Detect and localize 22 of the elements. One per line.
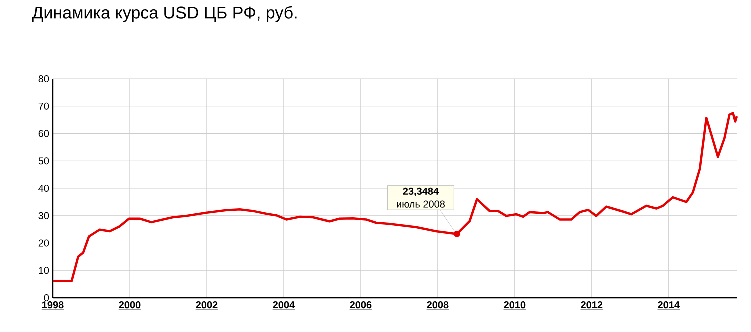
annotation: 23,3484 xyxy=(403,188,439,196)
y-tick-label: 50 xyxy=(38,158,50,165)
x-tick-label: 2006 xyxy=(350,302,372,309)
y-tick-label: 80 xyxy=(38,75,50,83)
x-tick-label: 2004 xyxy=(273,302,296,309)
y-tick-label: 30 xyxy=(38,212,50,220)
y-tick-label: 40 xyxy=(38,184,50,192)
y-tick-label: 70 xyxy=(38,102,50,110)
x-tick-label: 2010 xyxy=(504,302,526,309)
annotation: июль 2008 xyxy=(397,200,445,208)
line-series xyxy=(52,112,738,282)
y-tick-label: 0 xyxy=(44,294,50,302)
x-tick-label: 2002 xyxy=(196,302,218,309)
x-tick-label: 2014 xyxy=(658,302,680,309)
chart-title: Динамика курса USD ЦБ РФ, руб. xyxy=(32,6,297,22)
y-tick-label: 10 xyxy=(39,267,50,274)
x-tick-label: 2012 xyxy=(581,302,603,309)
x-tick-label: 2008 xyxy=(427,302,449,309)
x-tick-label: 2000 xyxy=(119,302,141,309)
y-tick-label: 20 xyxy=(38,240,50,247)
x-tick-label: 1998 xyxy=(42,302,64,309)
y-tick-label: 60 xyxy=(38,130,50,138)
